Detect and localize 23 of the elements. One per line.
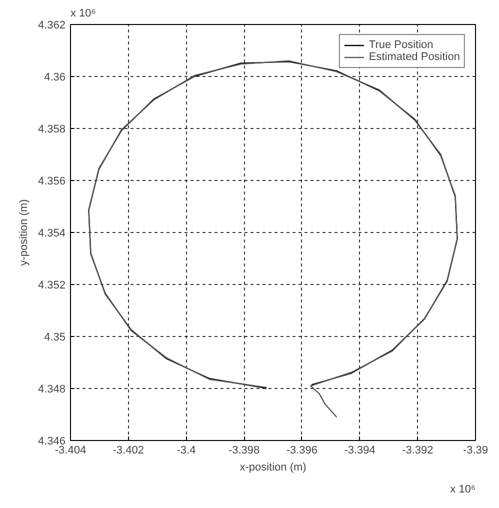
x-tick-label: -3.396 — [286, 444, 318, 456]
y-tick-label: 4.36 — [44, 72, 66, 84]
text: x 10⁶ — [70, 8, 96, 20]
y-axis-title: y-position (m) — [18, 199, 30, 266]
x-tick-label: -3.4 — [176, 444, 196, 456]
x-tick-label: -3.398 — [228, 444, 260, 456]
y-tick-label: 4.354 — [38, 228, 66, 240]
text: x 10⁶ — [450, 484, 476, 496]
x-tick-label: -3.404 — [54, 444, 86, 456]
x-tick-label: -3.392 — [402, 444, 434, 456]
y-tick-label: 4.348 — [38, 384, 66, 396]
y-tick-label: 4.352 — [38, 280, 66, 292]
y-tick-label: 4.358 — [38, 124, 66, 136]
y-tick-label: 4.356 — [38, 176, 66, 188]
y-tick-label: 4.346 — [38, 436, 66, 448]
x-tick-label: -3.402 — [112, 444, 144, 456]
y-tick-label: 4.35 — [44, 332, 66, 344]
x-tick-label: -3.394 — [344, 444, 376, 456]
legend-label: Estimated Position — [368, 51, 460, 63]
x-tick-label: -3.39 — [462, 444, 488, 456]
x-axis-title: x-position (m) — [240, 462, 306, 474]
legend-label: True Position — [368, 39, 434, 51]
y-tick-label: 4.362 — [38, 20, 66, 32]
